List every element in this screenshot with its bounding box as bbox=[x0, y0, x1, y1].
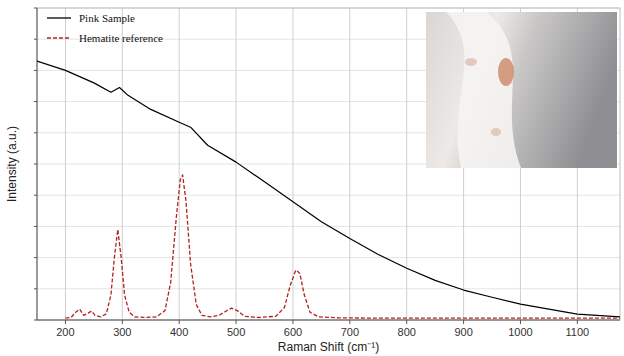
x-tick-label: 900 bbox=[454, 326, 472, 338]
background bbox=[0, 0, 624, 356]
y-grid-line bbox=[37, 195, 620, 196]
legend-swatch bbox=[47, 37, 71, 38]
x-tick-label: 600 bbox=[284, 326, 302, 338]
y-tick bbox=[34, 8, 37, 9]
x-tick bbox=[236, 320, 237, 324]
y-tick bbox=[34, 320, 37, 321]
photo-pink-spot bbox=[498, 58, 514, 86]
series-line bbox=[37, 61, 620, 317]
y-tick bbox=[34, 70, 37, 71]
x-tick-label: 1100 bbox=[566, 326, 590, 338]
y-grid-line bbox=[37, 320, 620, 321]
legend: Pink Sample Hematite reference bbox=[47, 12, 163, 44]
x-tick bbox=[65, 320, 66, 324]
chart: 200 300 400 500 600 700 800 900 1000 1100 Raman Sh… bbox=[0, 0, 624, 356]
y-grid-line bbox=[37, 288, 620, 289]
x-tick bbox=[577, 320, 578, 324]
photo-crystal bbox=[446, 12, 521, 168]
x-tick-label: 800 bbox=[398, 326, 416, 338]
x-grid-line bbox=[349, 8, 350, 320]
plot-frame bbox=[37, 8, 620, 320]
legend-swatch bbox=[47, 17, 71, 18]
x-tick-label: 200 bbox=[56, 326, 74, 338]
photo-bg bbox=[426, 12, 617, 168]
x-tick bbox=[520, 320, 521, 324]
x-tick bbox=[349, 320, 350, 324]
plot-area bbox=[37, 61, 620, 318]
legend-label: Pink Sample bbox=[79, 12, 135, 24]
y-grid-line bbox=[37, 257, 620, 258]
y-axis-title: Intensity (a.u.) bbox=[5, 126, 19, 202]
photo-spot bbox=[491, 128, 501, 136]
x-tick bbox=[463, 320, 464, 324]
x-axis-line bbox=[37, 320, 620, 321]
x-grid-line bbox=[236, 8, 237, 320]
y-tick bbox=[34, 132, 37, 133]
x-tick-label: 400 bbox=[170, 326, 188, 338]
inset-photo bbox=[426, 12, 617, 168]
y-tick bbox=[34, 257, 37, 258]
x-tick-label: 300 bbox=[113, 326, 131, 338]
legend-label: Hematite reference bbox=[79, 32, 163, 44]
x-tick bbox=[122, 320, 123, 324]
series-line bbox=[65, 175, 620, 318]
x-tick-label: 500 bbox=[227, 326, 245, 338]
x-tick bbox=[179, 320, 180, 324]
x-axis-title: Raman Shift (cm⁻¹) bbox=[278, 340, 379, 354]
y-tick bbox=[34, 288, 37, 289]
x-grid-line bbox=[179, 8, 180, 320]
y-tick bbox=[34, 101, 37, 102]
y-tick bbox=[34, 164, 37, 165]
x-tick bbox=[406, 320, 407, 324]
x-tick-label: 700 bbox=[341, 326, 359, 338]
y-tick bbox=[34, 39, 37, 40]
x-tick-label: 1000 bbox=[508, 326, 532, 338]
x-grid-line bbox=[65, 8, 66, 320]
y-tick bbox=[34, 226, 37, 227]
x-grid-line bbox=[292, 8, 293, 320]
x-grid-line bbox=[406, 8, 407, 320]
photo-spot bbox=[465, 58, 477, 66]
x-tick bbox=[292, 320, 293, 324]
y-tick bbox=[34, 195, 37, 196]
